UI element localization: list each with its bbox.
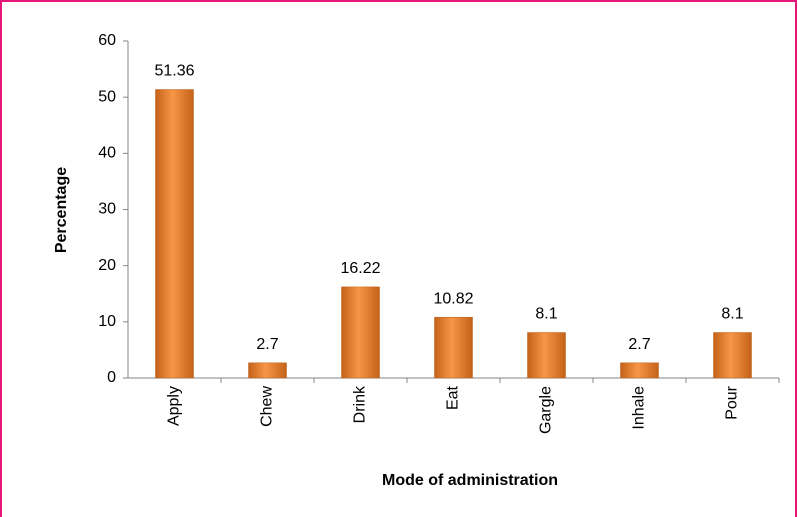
y-tick-label: 10 [98, 313, 116, 330]
bar [155, 89, 194, 379]
y-tick-label: 0 [107, 369, 116, 386]
data-label: 2.7 [628, 336, 650, 353]
y-axis-title: Percentage [53, 167, 70, 253]
x-tick-label: Inhale [631, 386, 648, 430]
y-tick-label: 40 [98, 145, 116, 162]
data-label: 8.1 [535, 306, 557, 323]
bar [248, 362, 287, 379]
x-tick-label: Eat [445, 385, 462, 410]
bar [527, 332, 566, 379]
bar [434, 316, 473, 379]
data-label: 16.22 [340, 260, 380, 277]
bar [341, 286, 380, 379]
bar [620, 362, 659, 379]
x-tick-label: Chew [259, 386, 276, 427]
x-axis-title: Mode of administration [382, 472, 558, 489]
x-tick-label: Apply [166, 386, 183, 426]
y-tick-label: 60 [98, 32, 116, 49]
x-tick-label: Drink [352, 385, 369, 423]
data-label: 8.1 [721, 306, 743, 323]
bar [713, 332, 752, 379]
data-label: 10.82 [433, 290, 473, 307]
data-label: 2.7 [256, 336, 278, 353]
y-tick-label: 30 [98, 201, 116, 218]
x-tick-label: Gargle [538, 386, 555, 434]
y-tick-label: 20 [98, 257, 116, 274]
y-tick-label: 50 [98, 88, 116, 105]
x-tick-label: Pour [724, 385, 741, 419]
data-label: 51.36 [154, 63, 194, 80]
